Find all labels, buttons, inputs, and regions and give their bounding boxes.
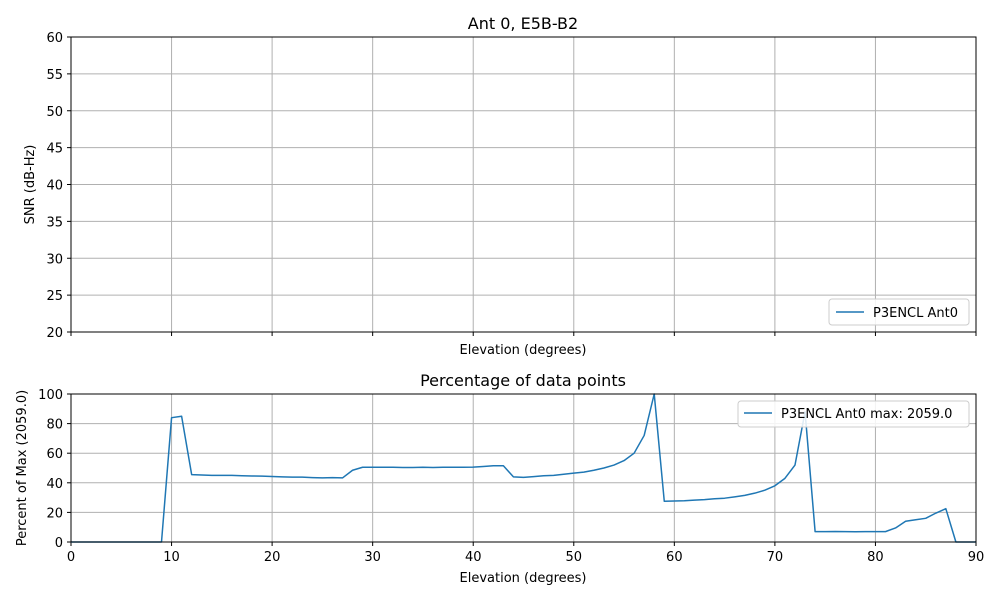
percentage-x-axis-label: Elevation (degrees) (460, 571, 587, 586)
snr-legend-box (828, 298, 970, 326)
percentage-legend: P3ENCL Ant0 max: 2059.0 (737, 400, 970, 428)
percentage-ticks: 0 10 20 30 40 50 60 70 80 90 0 20 40 60 80 100 (38, 388, 984, 565)
snr-y-tick-label: 55 (46, 68, 63, 83)
snr-x-axis-label: Elevation (degrees) (460, 343, 587, 358)
percentage-x-tick-label: 60 (666, 550, 683, 565)
snr-chart-title: Ant 0, E5B-B2 (468, 14, 578, 33)
snr-legend: P3ENCL Ant0 (828, 298, 970, 326)
percentage-series (71, 393, 976, 543)
snr-subplot: Ant 0, E5B-B2 20 25 30 35 40 45 50 55 60 Elevati… (23, 14, 977, 358)
snr-ticks: 20 25 30 35 40 45 50 55 60 (46, 31, 977, 341)
percentage-subplot: Percentage of data points 0 10 20 30 40 50 60 7… (15, 371, 984, 586)
percentage-series-line (71, 393, 976, 543)
percentage-y-tick-label: 20 (46, 506, 63, 521)
percentage-x-tick-label: 70 (767, 550, 784, 565)
snr-y-tick-label: 25 (46, 289, 63, 304)
percentage-y-tick-label: 0 (55, 536, 63, 551)
percentage-x-tick-label: 40 (465, 550, 482, 565)
percentage-x-tick-label: 0 (67, 550, 75, 565)
percentage-y-tick-label: 40 (46, 477, 63, 492)
percentage-y-axis-label: Percent of Max (2059.0) (15, 390, 30, 546)
percentage-legend-box (737, 400, 970, 428)
percentage-y-tick-label: 80 (46, 418, 63, 433)
snr-y-tick-label: 45 (46, 142, 63, 157)
snr-axes-frame (70, 36, 977, 333)
percentage-legend-label: P3ENCL Ant0 max: 2059.0 (781, 407, 952, 422)
percentage-y-tick-label: 100 (38, 388, 63, 403)
percentage-chart-title: Percentage of data points (420, 371, 626, 390)
snr-y-tick-label: 50 (46, 105, 63, 120)
snr-y-tick-label: 20 (46, 326, 63, 341)
snr-y-axis-label: SNR (dB-Hz) (23, 145, 38, 225)
percentage-axes-frame (70, 393, 977, 543)
percentage-x-tick-label: 90 (968, 550, 985, 565)
percentage-x-tick-label: 50 (566, 550, 583, 565)
percentage-x-tick-label: 30 (364, 550, 381, 565)
percentage-y-tick-label: 60 (46, 447, 63, 462)
percentage-x-tick-label: 10 (163, 550, 180, 565)
snr-y-tick-label: 40 (46, 179, 63, 194)
percentage-x-tick-label: 80 (867, 550, 884, 565)
snr-y-tick-label: 30 (46, 252, 63, 267)
snr-y-tick-label: 35 (46, 215, 63, 230)
snr-y-tick-label: 60 (46, 31, 63, 46)
percentage-x-tick-label: 20 (264, 550, 281, 565)
snr-legend-label: P3ENCL Ant0 (873, 306, 958, 321)
